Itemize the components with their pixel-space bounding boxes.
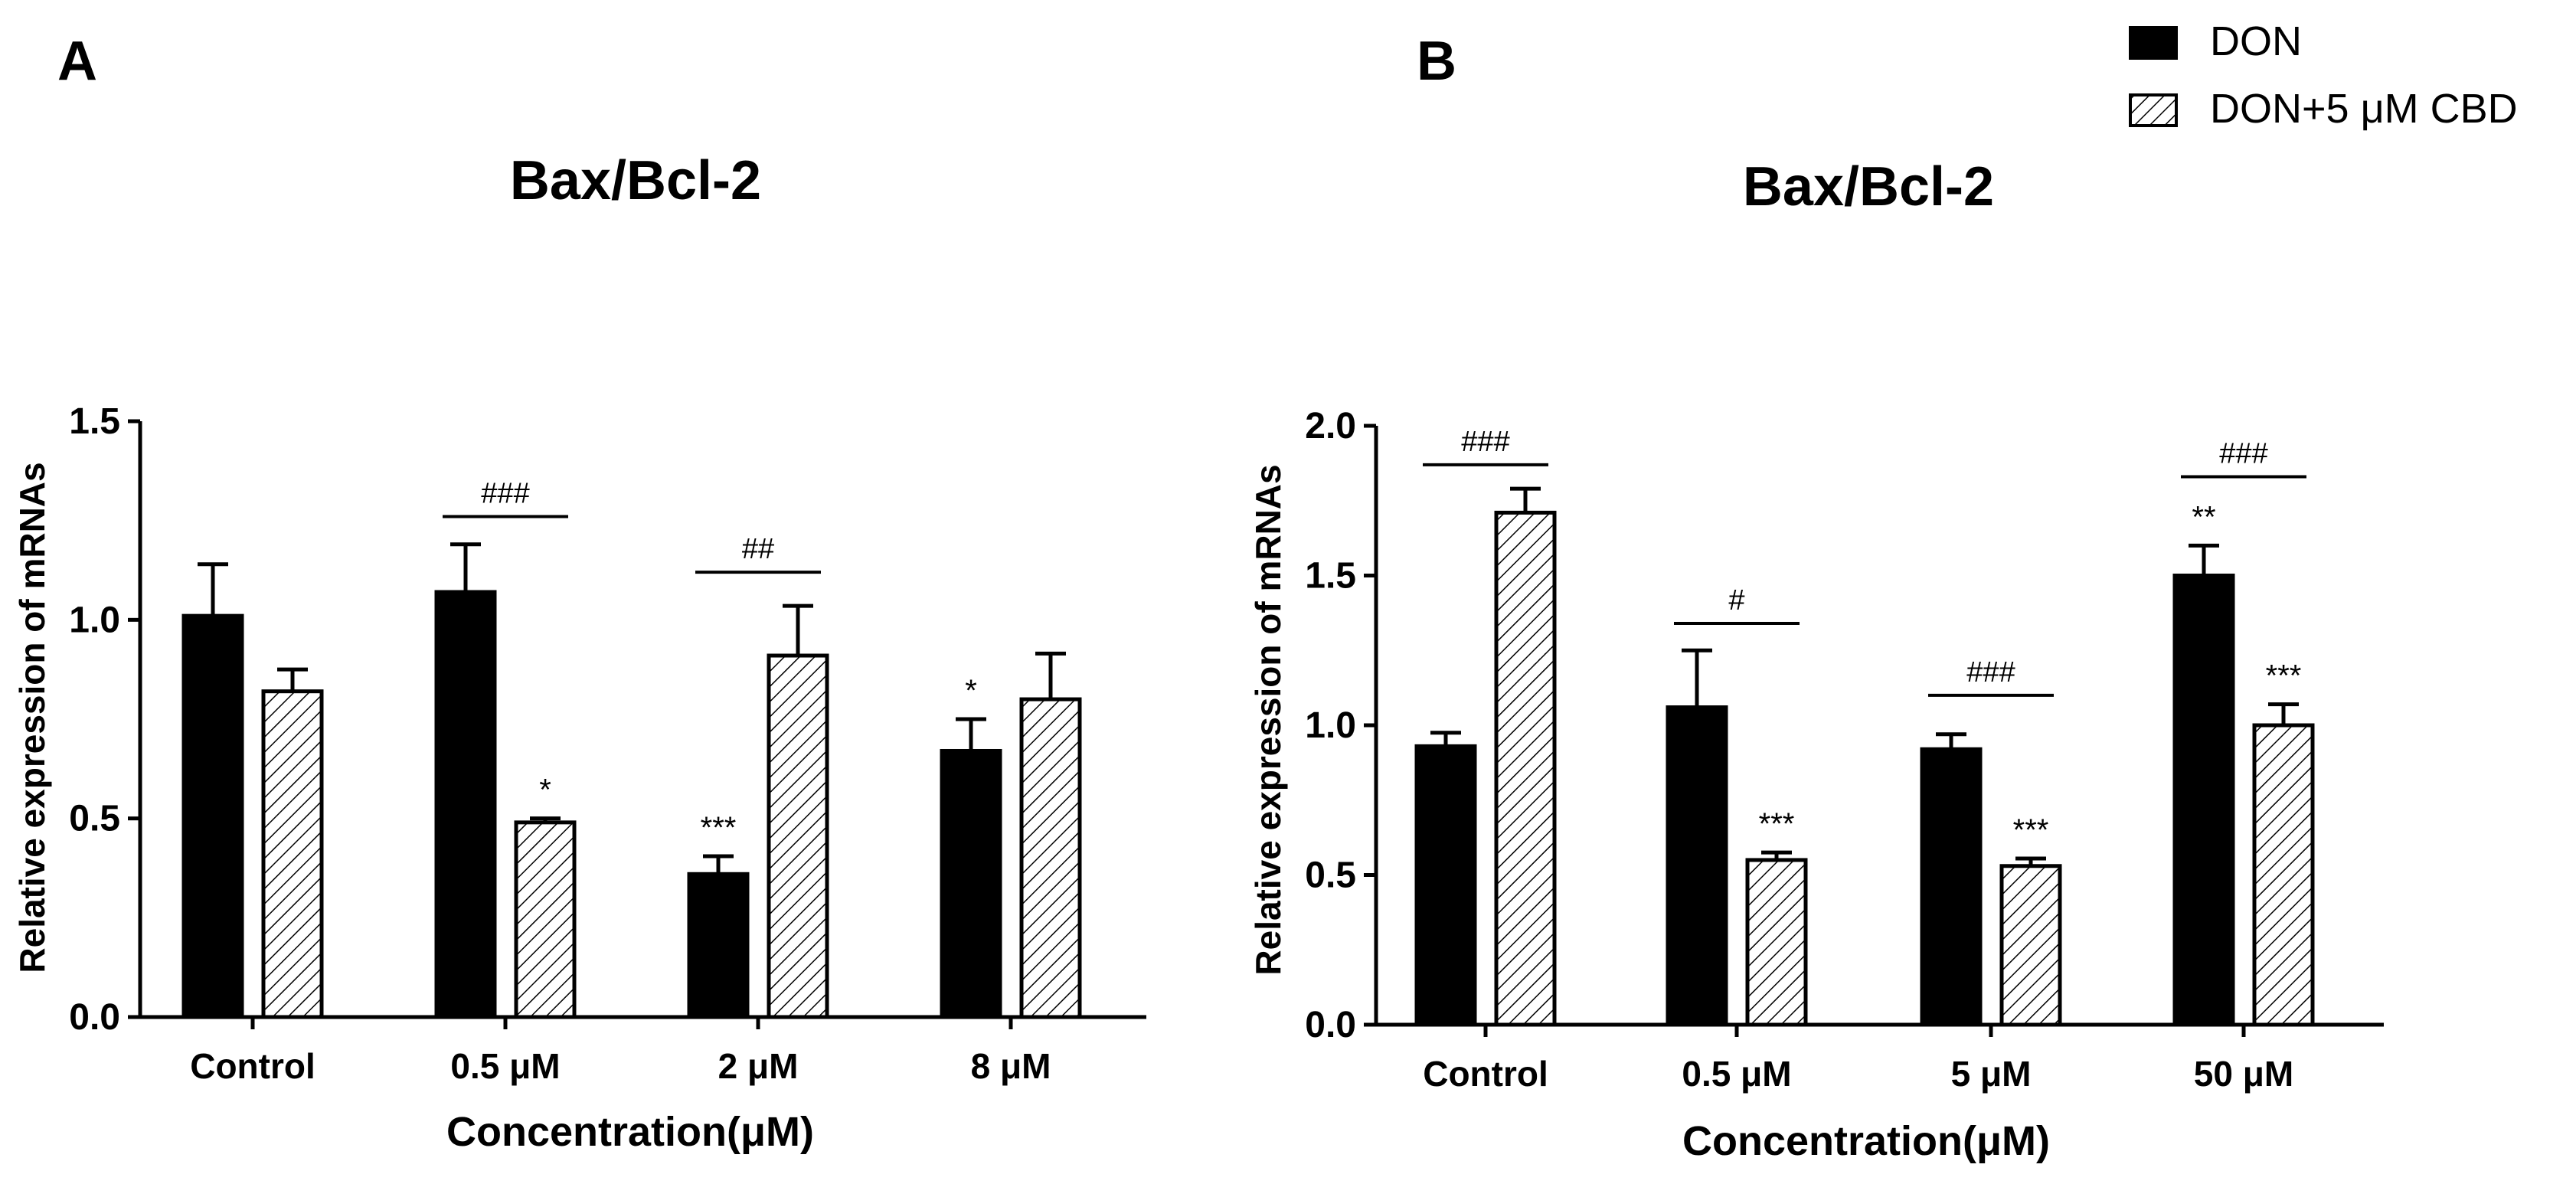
bar-cbd bbox=[514, 820, 577, 1019]
bar-don bbox=[687, 872, 750, 1019]
comparison-label: # bbox=[1728, 584, 1744, 617]
x-tick-label: 0.5 μM bbox=[1682, 1054, 1791, 1094]
x-tick-label: 2 μM bbox=[718, 1046, 799, 1086]
y-tick-label: 1.5 bbox=[1305, 556, 1356, 597]
comparison-label: ### bbox=[1461, 426, 1509, 458]
y-tick-label: 1.0 bbox=[69, 600, 120, 640]
y-axis-title-a: Relative expression of mRNAs bbox=[12, 462, 52, 973]
significance-star: ** bbox=[2192, 500, 2215, 534]
legend-swatch-cbd bbox=[2129, 93, 2178, 127]
comparison-label: ### bbox=[481, 477, 529, 509]
y-tick-label: 0.5 bbox=[69, 799, 120, 839]
bar-don bbox=[1920, 747, 1983, 1027]
x-tick-label: Control bbox=[1423, 1054, 1548, 1094]
panel-label-a: A bbox=[57, 31, 97, 92]
bar-don bbox=[1414, 744, 1477, 1027]
x-tick-label: 8 μM bbox=[971, 1046, 1051, 1086]
plot-panel-a: 0.0 0.5 1.0 1.5 Control 0.5 μM * 2 μM *** 8 μM * ##… bbox=[69, 401, 1146, 1086]
comparison-label: ### bbox=[2219, 437, 2267, 469]
plot-panel-b: 0.0 0.5 1.0 1.5 2.0 Control 0.5 μM *** 5 μM *** 50… bbox=[1305, 406, 2384, 1094]
bar-don bbox=[940, 748, 1002, 1019]
y-tick-label: 0.0 bbox=[69, 997, 120, 1038]
significance-star: *** bbox=[1759, 807, 1795, 841]
bar-cbd bbox=[767, 653, 829, 1019]
bar-don bbox=[2172, 574, 2235, 1027]
y-tick-label: 1.5 bbox=[69, 401, 120, 442]
legend-swatch-don bbox=[2129, 26, 2178, 60]
significance-star: *** bbox=[2266, 659, 2302, 693]
y-tick-label: 0.5 bbox=[1305, 855, 1356, 896]
bar-cbd bbox=[1999, 864, 2062, 1027]
significance-star: * bbox=[965, 674, 977, 708]
bar-don bbox=[1666, 705, 1728, 1027]
x-tick-label: 5 μM bbox=[1951, 1054, 2032, 1094]
y-tick-label: 0.0 bbox=[1305, 1005, 1356, 1045]
x-axis-title-a: Concentration(μM) bbox=[446, 1109, 814, 1155]
panel-title-b: Bax/Bcl-2 bbox=[1743, 156, 1994, 218]
x-axis-title-b: Concentration(μM) bbox=[1682, 1118, 2050, 1164]
bar-cbd bbox=[1019, 697, 1082, 1019]
panel-title-a: Bax/Bcl-2 bbox=[510, 150, 761, 211]
significance-star: *** bbox=[701, 811, 737, 845]
legend-label-don: DON bbox=[2210, 18, 2302, 64]
x-tick-label: Control bbox=[190, 1046, 315, 1086]
bar-cbd bbox=[2252, 723, 2315, 1027]
bar-cbd bbox=[1494, 510, 1557, 1027]
bar-cbd bbox=[1745, 858, 1808, 1027]
bar-don bbox=[434, 590, 497, 1019]
y-tick-label: 1.0 bbox=[1305, 705, 1356, 746]
panel-label-b: B bbox=[1417, 31, 1456, 92]
bar-don bbox=[181, 613, 244, 1019]
y-tick-label: 2.0 bbox=[1305, 406, 1356, 446]
legend: DON DON+5 μM CBD bbox=[2129, 18, 2518, 132]
bar-cbd bbox=[261, 689, 324, 1019]
y-axis-title-b: Relative expression of mRNAs bbox=[1248, 464, 1288, 975]
significance-star: * bbox=[539, 774, 551, 807]
comparison-label: ## bbox=[742, 533, 774, 565]
x-tick-label: 0.5 μM bbox=[450, 1046, 560, 1086]
significance-star: *** bbox=[2013, 813, 2049, 847]
comparison-label: ### bbox=[1966, 656, 2015, 688]
x-tick-label: 50 μM bbox=[2194, 1054, 2293, 1094]
legend-label-cbd: DON+5 μM CBD bbox=[2210, 86, 2518, 132]
